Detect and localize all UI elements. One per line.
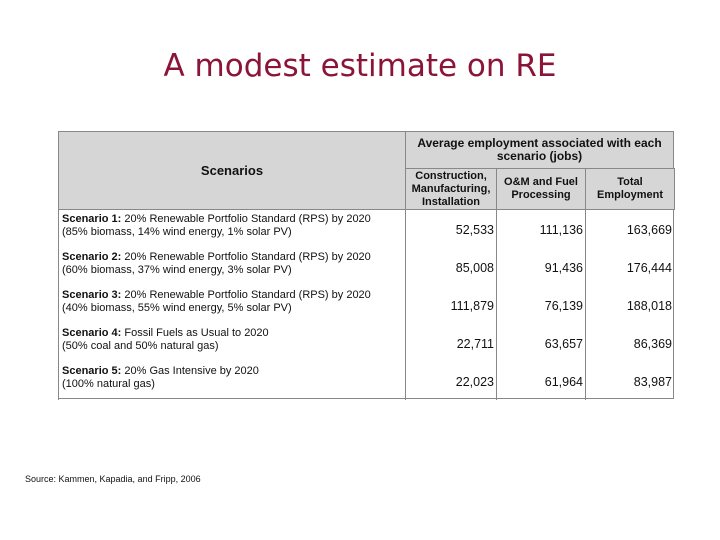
value-cell: 76,139 [496, 286, 585, 324]
value-cell: 176,444 [585, 248, 674, 286]
scenario-text: Fossil Fuels as Usual to 2020 [124, 327, 269, 339]
scenario-cell: Scenario 1: 20% Renewable Portfolio Stan… [58, 210, 405, 248]
scenario-text: 20% Renewable Portfolio Standard (RPS) b… [124, 251, 371, 263]
scenario-detail: (85% biomass, 14% wind energy, 1% solar … [62, 226, 292, 238]
scenario-label: Scenario 4: [62, 327, 122, 339]
slide-title: A modest estimate on RE [163, 48, 557, 84]
value-cell: 163,669 [585, 210, 674, 248]
table-bottom-border [58, 398, 674, 399]
scenario-detail: (40% biomass, 55% wind energy, 5% solar … [62, 302, 292, 314]
scenario-line: Scenario 1: 20% Renewable Portfolio Stan… [62, 213, 405, 226]
scenario-text: 20% Renewable Portfolio Standard (RPS) b… [124, 213, 371, 225]
value-cell: 63,657 [496, 324, 585, 362]
value-cell: 188,018 [585, 286, 674, 324]
scenario-label: Scenario 5: [62, 365, 122, 377]
scenario-line: Scenario 5: 20% Gas Intensive by 2020 [62, 365, 405, 378]
scenario-text: 20% Gas Intensive by 2020 [124, 365, 259, 377]
value-cell: 85,008 [405, 248, 496, 286]
value-cell: 22,711 [405, 324, 496, 362]
scenario-detail: (100% natural gas) [62, 378, 155, 390]
source-note: Source: Kammen, Kapadia, and Fripp, 2006 [25, 474, 201, 484]
value-cell: 22,023 [405, 362, 496, 400]
scenario-cell: Scenario 5: 20% Gas Intensive by 2020 (10… [58, 362, 405, 400]
value-cell: 111,879 [405, 286, 496, 324]
scenario-text: 20% Renewable Portfolio Standard (RPS) b… [124, 289, 371, 301]
column-header: Construction, Manufacturing, Installatio… [405, 168, 497, 210]
value-cell: 61,964 [496, 362, 585, 400]
scenario-label: Scenario 1: [62, 213, 122, 225]
value-cell: 91,436 [496, 248, 585, 286]
employment-table: Scenarios Average employment associated … [58, 131, 675, 400]
scenario-line: Scenario 2: 20% Renewable Portfolio Stan… [62, 251, 405, 264]
scenario-detail: (50% coal and 50% natural gas) [62, 340, 219, 352]
column-header: O&M and Fuel Processing [496, 168, 586, 210]
value-cell: 52,533 [405, 210, 496, 248]
scenario-cell: Scenario 3: 20% Renewable Portfolio Stan… [58, 286, 405, 324]
column-header: Total Employment [585, 168, 675, 210]
value-cell: 86,369 [585, 324, 674, 362]
scenarios-header: Scenarios [58, 131, 406, 210]
scenario-label: Scenario 3: [62, 289, 122, 301]
scenario-line: Scenario 3: 20% Renewable Portfolio Stan… [62, 289, 405, 302]
scenario-line: Scenario 4: Fossil Fuels as Usual to 202… [62, 327, 405, 340]
scenario-cell: Scenario 2: 20% Renewable Portfolio Stan… [58, 248, 405, 286]
table-right-border [673, 210, 674, 399]
scenario-label: Scenario 2: [62, 251, 122, 263]
scenario-cell: Scenario 4: Fossil Fuels as Usual to 202… [58, 324, 405, 362]
group-header: Average employment associated with each … [405, 131, 674, 169]
value-cell: 111,136 [496, 210, 585, 248]
value-cell: 83,987 [585, 362, 674, 400]
scenario-detail: (60% biomass, 37% wind energy, 3% solar … [62, 264, 292, 276]
